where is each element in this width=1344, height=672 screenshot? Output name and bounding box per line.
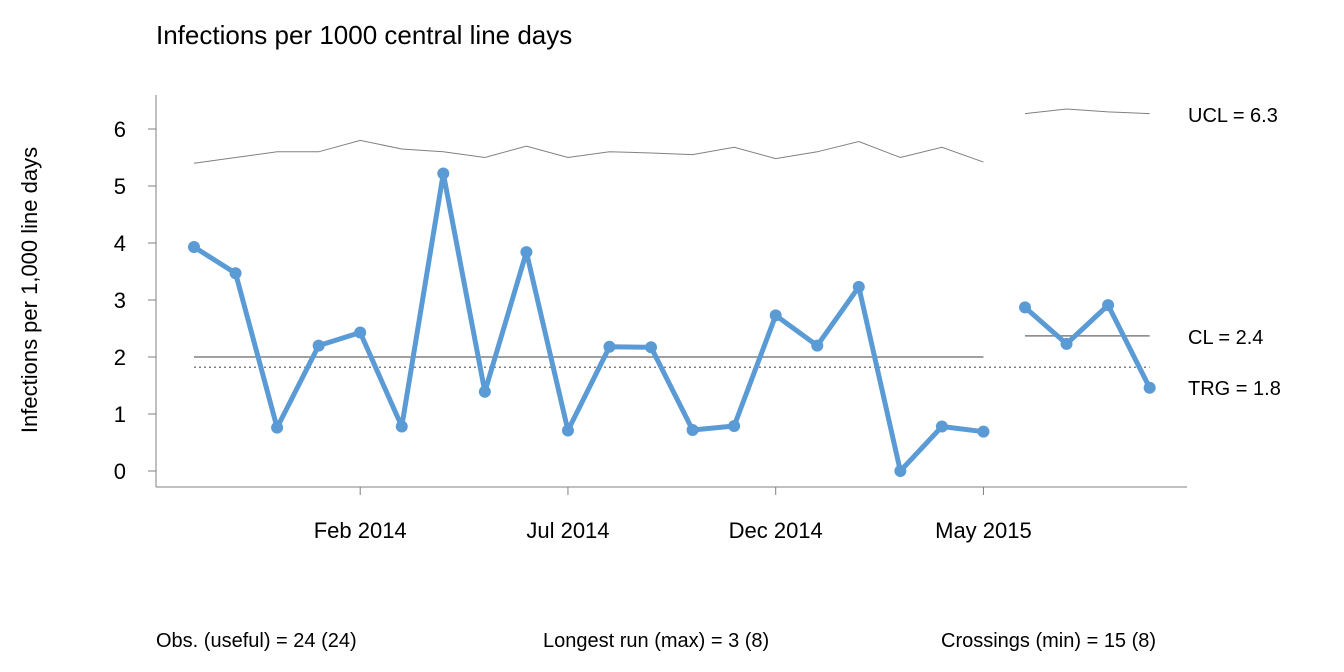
control-limits xyxy=(193,108,1150,369)
trg-label: TRG = 1.8 xyxy=(1188,378,1281,400)
x-ticks: Feb 2014 Jul 2014 Dec 2014 May 2015 xyxy=(314,487,1032,543)
ucl-line xyxy=(1024,108,1150,115)
y-tick-label: 3 xyxy=(114,288,126,313)
x-tick-label: Feb 2014 xyxy=(314,518,407,543)
data-point xyxy=(188,240,200,253)
y-tick-label: 0 xyxy=(114,459,126,484)
y-axis-label: Infections per 1,000 line days xyxy=(17,147,42,433)
data-point xyxy=(561,424,574,437)
data-point xyxy=(852,280,865,293)
x-tick-label: Jul 2014 xyxy=(526,518,609,543)
data-point xyxy=(728,419,741,432)
data-point xyxy=(894,465,907,477)
infection-series xyxy=(188,167,1156,477)
y-tick-label: 6 xyxy=(114,117,126,142)
y-tick-label: 5 xyxy=(114,174,126,199)
y-ticks: 0 1 2 3 4 5 6 xyxy=(114,117,156,484)
y-tick-label: 2 xyxy=(114,345,126,370)
data-point xyxy=(354,326,367,339)
data-point xyxy=(1060,337,1073,350)
data-point xyxy=(935,420,948,433)
data-point xyxy=(603,340,616,353)
y-tick-label: 1 xyxy=(114,402,126,427)
data-point xyxy=(1102,299,1115,312)
footer-obs: Obs. (useful) = 24 (24) xyxy=(156,630,357,652)
data-point xyxy=(977,425,990,438)
chart-title: Infections per 1000 central line days xyxy=(156,20,572,50)
data-point xyxy=(229,267,242,280)
data-point xyxy=(1143,381,1156,394)
data-point xyxy=(478,385,491,398)
data-point xyxy=(437,167,450,180)
data-point xyxy=(520,246,533,259)
data-point xyxy=(769,309,782,322)
ucl-line xyxy=(193,139,984,164)
data-point xyxy=(395,420,408,433)
footer-crossings: Crossings (min) = 15 (8) xyxy=(941,630,1156,652)
cl-label: CL = 2.4 xyxy=(1188,327,1263,349)
ucl-label: UCL = 6.3 xyxy=(1188,105,1278,127)
series-line xyxy=(1023,302,1152,389)
data-point xyxy=(312,339,325,352)
x-tick-label: May 2015 xyxy=(935,518,1032,543)
data-point xyxy=(686,423,699,436)
data-point xyxy=(645,341,658,354)
x-tick-label: Dec 2014 xyxy=(729,518,823,543)
footer-longest-run: Longest run (max) = 3 (8) xyxy=(543,630,769,652)
data-point xyxy=(1019,301,1031,314)
series-line xyxy=(192,170,984,474)
data-point xyxy=(811,339,824,352)
y-tick-label: 4 xyxy=(114,231,126,256)
data-point xyxy=(271,421,284,434)
